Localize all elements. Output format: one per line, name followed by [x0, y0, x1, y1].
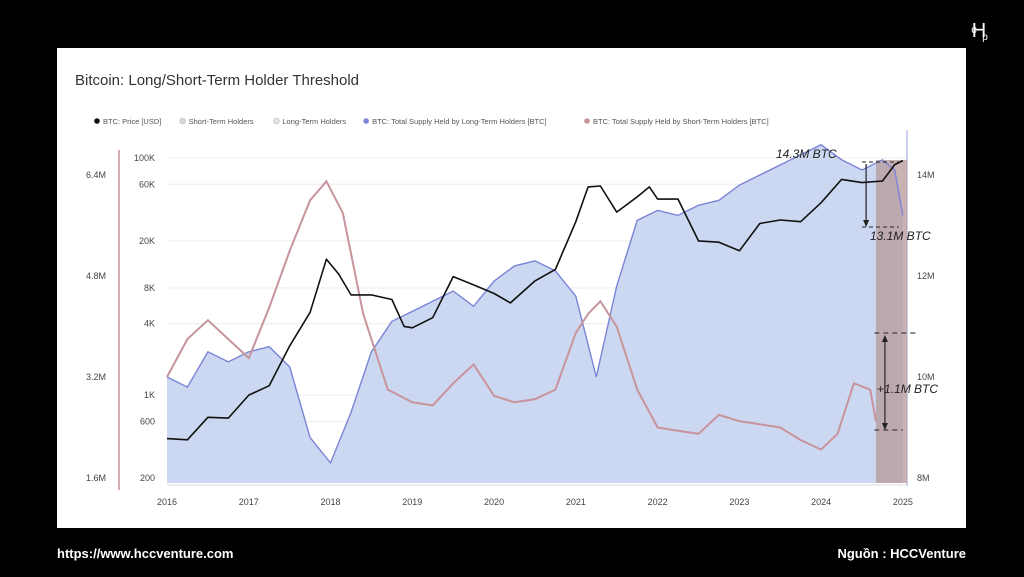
annotation-plus-1-1m: +1.1M BTC	[877, 382, 938, 396]
sth-supply-line	[166, 179, 877, 451]
y-price-tick-label: 4K	[144, 319, 155, 329]
footer-source: Nguồn : HCCVenture	[837, 546, 966, 561]
price-line	[166, 159, 904, 441]
annotation-arrow-up	[881, 335, 888, 342]
y-right-tick-label: 12M	[917, 271, 935, 281]
x-tick-label: 2019	[402, 497, 422, 507]
y-price-tick-label: 200	[140, 473, 155, 483]
y-price-tick-label: 600	[140, 416, 155, 426]
annotation-arrow-down	[863, 220, 870, 227]
logo-mark-icon: H c p	[971, 20, 988, 43]
legend-marker	[273, 117, 280, 125]
y-price-tick-label: 20K	[139, 236, 155, 246]
x-tick-label: 2016	[157, 497, 177, 507]
lth-supply-line	[166, 143, 904, 465]
legend-label: BTC: Total Supply Held by Short-Term Hol…	[593, 117, 769, 126]
svg-text:H: H	[972, 20, 986, 42]
hccventure-logo: H c p	[962, 18, 996, 48]
y-left-tick-label: 3.2M	[86, 372, 106, 382]
x-tick-label: 2025	[893, 497, 913, 507]
y-right-tick-label: 10M	[917, 372, 935, 382]
y-price-tick-label: 60K	[139, 179, 155, 189]
recent-shaded-region	[875, 160, 907, 483]
legend-label: BTC: Price [USD]	[103, 117, 161, 126]
annotation-14-3m: 14.3M BTC	[776, 147, 837, 161]
legend-marker	[179, 117, 186, 125]
y-left-tick-label: 4.8M	[86, 271, 106, 281]
legend-label: BTC: Total Supply Held by Long-Term Hold…	[372, 117, 547, 126]
y-left-tick-label: 6.4M	[86, 170, 106, 180]
annotation-arrow-down-2	[881, 423, 888, 430]
chart-title: Bitcoin: Long/Short-Term Holder Threshol…	[75, 72, 360, 89]
x-tick-label: 2021	[566, 497, 586, 507]
legend-marker	[584, 118, 590, 124]
legend-label: Long-Term Holders	[282, 117, 346, 126]
x-tick-label: 2023	[729, 497, 749, 507]
x-tick-label: 2017	[239, 497, 259, 507]
legend-marker	[363, 118, 369, 124]
y-price-tick-label: 100K	[134, 153, 155, 163]
y-left-tick-label: 1.6M	[86, 473, 106, 483]
y-price-tick-label: 8K	[144, 283, 155, 293]
y-right-tick-label: 14M	[917, 170, 935, 180]
x-tick-label: 2024	[811, 497, 831, 507]
legend-marker	[94, 118, 100, 124]
footer-url[interactable]: https://www.hccventure.com	[57, 546, 234, 561]
y-price-tick-label: 1K	[144, 390, 155, 400]
x-tick-label: 2022	[648, 497, 668, 507]
annotation-13-1m: 13.1M BTC	[870, 229, 931, 243]
svg-text:p: p	[982, 32, 988, 43]
svg-text:c: c	[971, 24, 977, 36]
legend-label: Short-Term Holders	[189, 117, 254, 126]
x-tick-label: 2018	[321, 497, 341, 507]
lth-supply-area	[167, 144, 903, 483]
x-tick-label: 2020	[484, 497, 504, 507]
y-right-tick-label: 8M	[917, 473, 930, 483]
